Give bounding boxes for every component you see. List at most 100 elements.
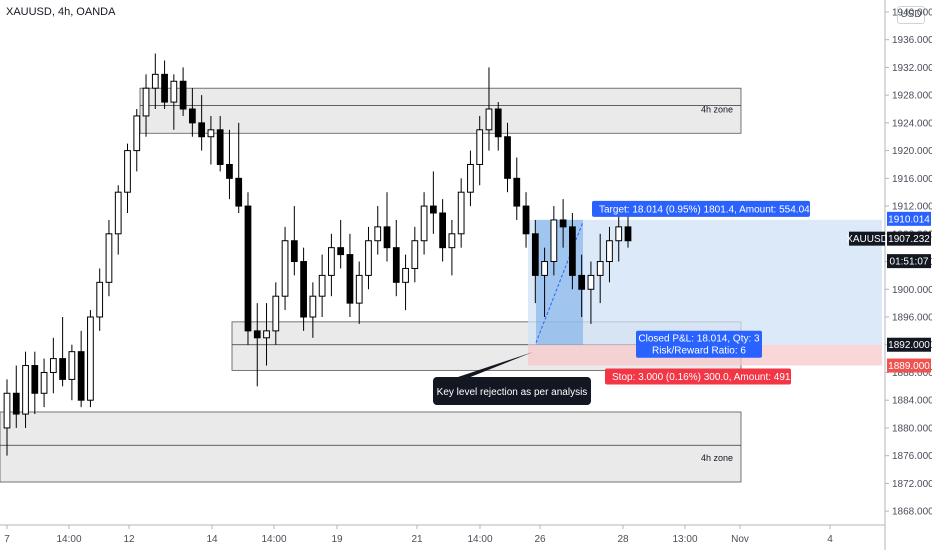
candle-body xyxy=(12,392,20,415)
candle-body xyxy=(531,233,539,276)
y-tick-label: 1872.000 xyxy=(892,479,932,490)
candle-body xyxy=(355,274,363,304)
target-label-box xyxy=(592,200,810,217)
y-tick-label: 1924.000 xyxy=(892,118,932,129)
candle-body xyxy=(161,73,168,103)
candle-body xyxy=(226,163,233,179)
candle-body xyxy=(569,226,576,276)
price-tag-box xyxy=(849,231,885,246)
price-tag-box xyxy=(887,211,931,226)
candle-body xyxy=(188,108,196,124)
candle-body xyxy=(198,122,206,138)
candle-body xyxy=(96,281,104,318)
y-tick-label: 1888.000 xyxy=(892,368,932,379)
candle-body xyxy=(494,108,502,138)
candle-body xyxy=(420,205,428,242)
trade-path-line xyxy=(535,221,584,343)
candle-body xyxy=(522,205,530,235)
x-tick-label: 28 xyxy=(617,534,629,545)
target-label: Target: 18.014 (0.95%) 1801.4, Amount: 5… xyxy=(599,204,810,215)
candle-body xyxy=(235,177,243,207)
zone-label: 4h zone xyxy=(701,105,733,115)
candle-body xyxy=(596,261,604,276)
candle-body xyxy=(151,73,159,89)
candle-body xyxy=(105,233,113,283)
x-tick-label: 12 xyxy=(123,534,135,545)
candle-body xyxy=(40,371,48,394)
candle-body xyxy=(485,108,493,131)
annotation-text: Key level rejection as per analysis xyxy=(437,387,588,398)
y-tick-label: 1876.000 xyxy=(892,451,932,462)
candle-body xyxy=(383,226,391,249)
candle-body xyxy=(541,261,548,276)
y-tick-label: 1932.000 xyxy=(892,63,932,74)
x-tick-label: 19 xyxy=(331,534,343,545)
candle-body xyxy=(244,205,252,332)
y-tick-label: 1884.000 xyxy=(892,396,932,407)
price-tag-label: 1910.014 xyxy=(888,214,930,225)
candle-body xyxy=(606,240,613,263)
candle-body xyxy=(476,129,484,165)
candle-body xyxy=(281,240,289,297)
y-tick-label: 1940.000 xyxy=(892,7,932,18)
candle-body xyxy=(77,351,85,401)
stop-label-box xyxy=(605,368,791,385)
candle-body xyxy=(365,240,372,276)
candle-body xyxy=(559,219,567,228)
candle-body xyxy=(31,365,39,394)
x-tick-label: 14:00 xyxy=(261,534,286,545)
candle-body xyxy=(68,351,76,380)
candle-body xyxy=(49,358,57,373)
x-tick-label: 14:00 xyxy=(56,534,81,545)
candle-body xyxy=(142,87,150,117)
zone-box xyxy=(139,87,742,134)
price-tag-box xyxy=(887,358,931,373)
x-tick-label: 7 xyxy=(4,534,10,545)
candle-body xyxy=(290,240,298,263)
y-tick-label: 1916.000 xyxy=(892,174,932,185)
candle-body xyxy=(392,247,400,283)
price-tag-box xyxy=(887,254,931,269)
candle-body xyxy=(439,212,447,249)
currency-button[interactable]: USD xyxy=(897,6,925,24)
pnl-label-line2: Risk/Reward Ratio: 6 xyxy=(652,346,746,357)
candle-body xyxy=(179,80,187,110)
price-tag-label: 01:51:07 xyxy=(890,257,929,268)
candle-body xyxy=(402,267,409,283)
candle-body xyxy=(87,316,94,401)
candle-body xyxy=(263,330,270,339)
x-tick-label: 4 xyxy=(827,534,833,545)
candle-body xyxy=(170,80,178,103)
price-tag-box xyxy=(887,337,931,352)
candle-body xyxy=(22,365,29,415)
y-tick-label: 1912.000 xyxy=(892,202,932,213)
annotation-pointer xyxy=(455,352,533,378)
candle-body xyxy=(550,219,558,263)
annotation-box xyxy=(433,377,591,405)
zone-box xyxy=(0,411,742,483)
price-tag-box xyxy=(887,231,931,246)
x-tick-label: 14:00 xyxy=(467,534,492,545)
y-tick-label: 1936.000 xyxy=(892,35,932,46)
candle-body xyxy=(3,392,11,429)
candle-body xyxy=(133,115,141,152)
y-tick-label: 1928.000 xyxy=(892,91,932,102)
x-tick-label: 21 xyxy=(411,534,423,545)
candle-body xyxy=(513,177,521,207)
candle-body xyxy=(615,226,623,242)
candle-body xyxy=(253,330,261,339)
candle-body xyxy=(448,233,456,249)
chart-title: XAUUSD, 4h, OANDA xyxy=(6,6,116,18)
pnl-label-box xyxy=(636,330,762,358)
candle-body xyxy=(467,163,474,193)
candle-body xyxy=(411,240,419,269)
stop-label: Stop: 3.000 (0.16%) 300.0, Amount: 491 xyxy=(612,372,791,383)
candle-body xyxy=(300,261,307,318)
candle-body xyxy=(624,226,632,242)
y-tick-label: 1868.000 xyxy=(892,507,932,518)
candle-body xyxy=(124,150,131,193)
candle-body xyxy=(318,274,326,297)
candle-body xyxy=(272,295,280,332)
y-tick-label: 1900.000 xyxy=(892,285,932,296)
